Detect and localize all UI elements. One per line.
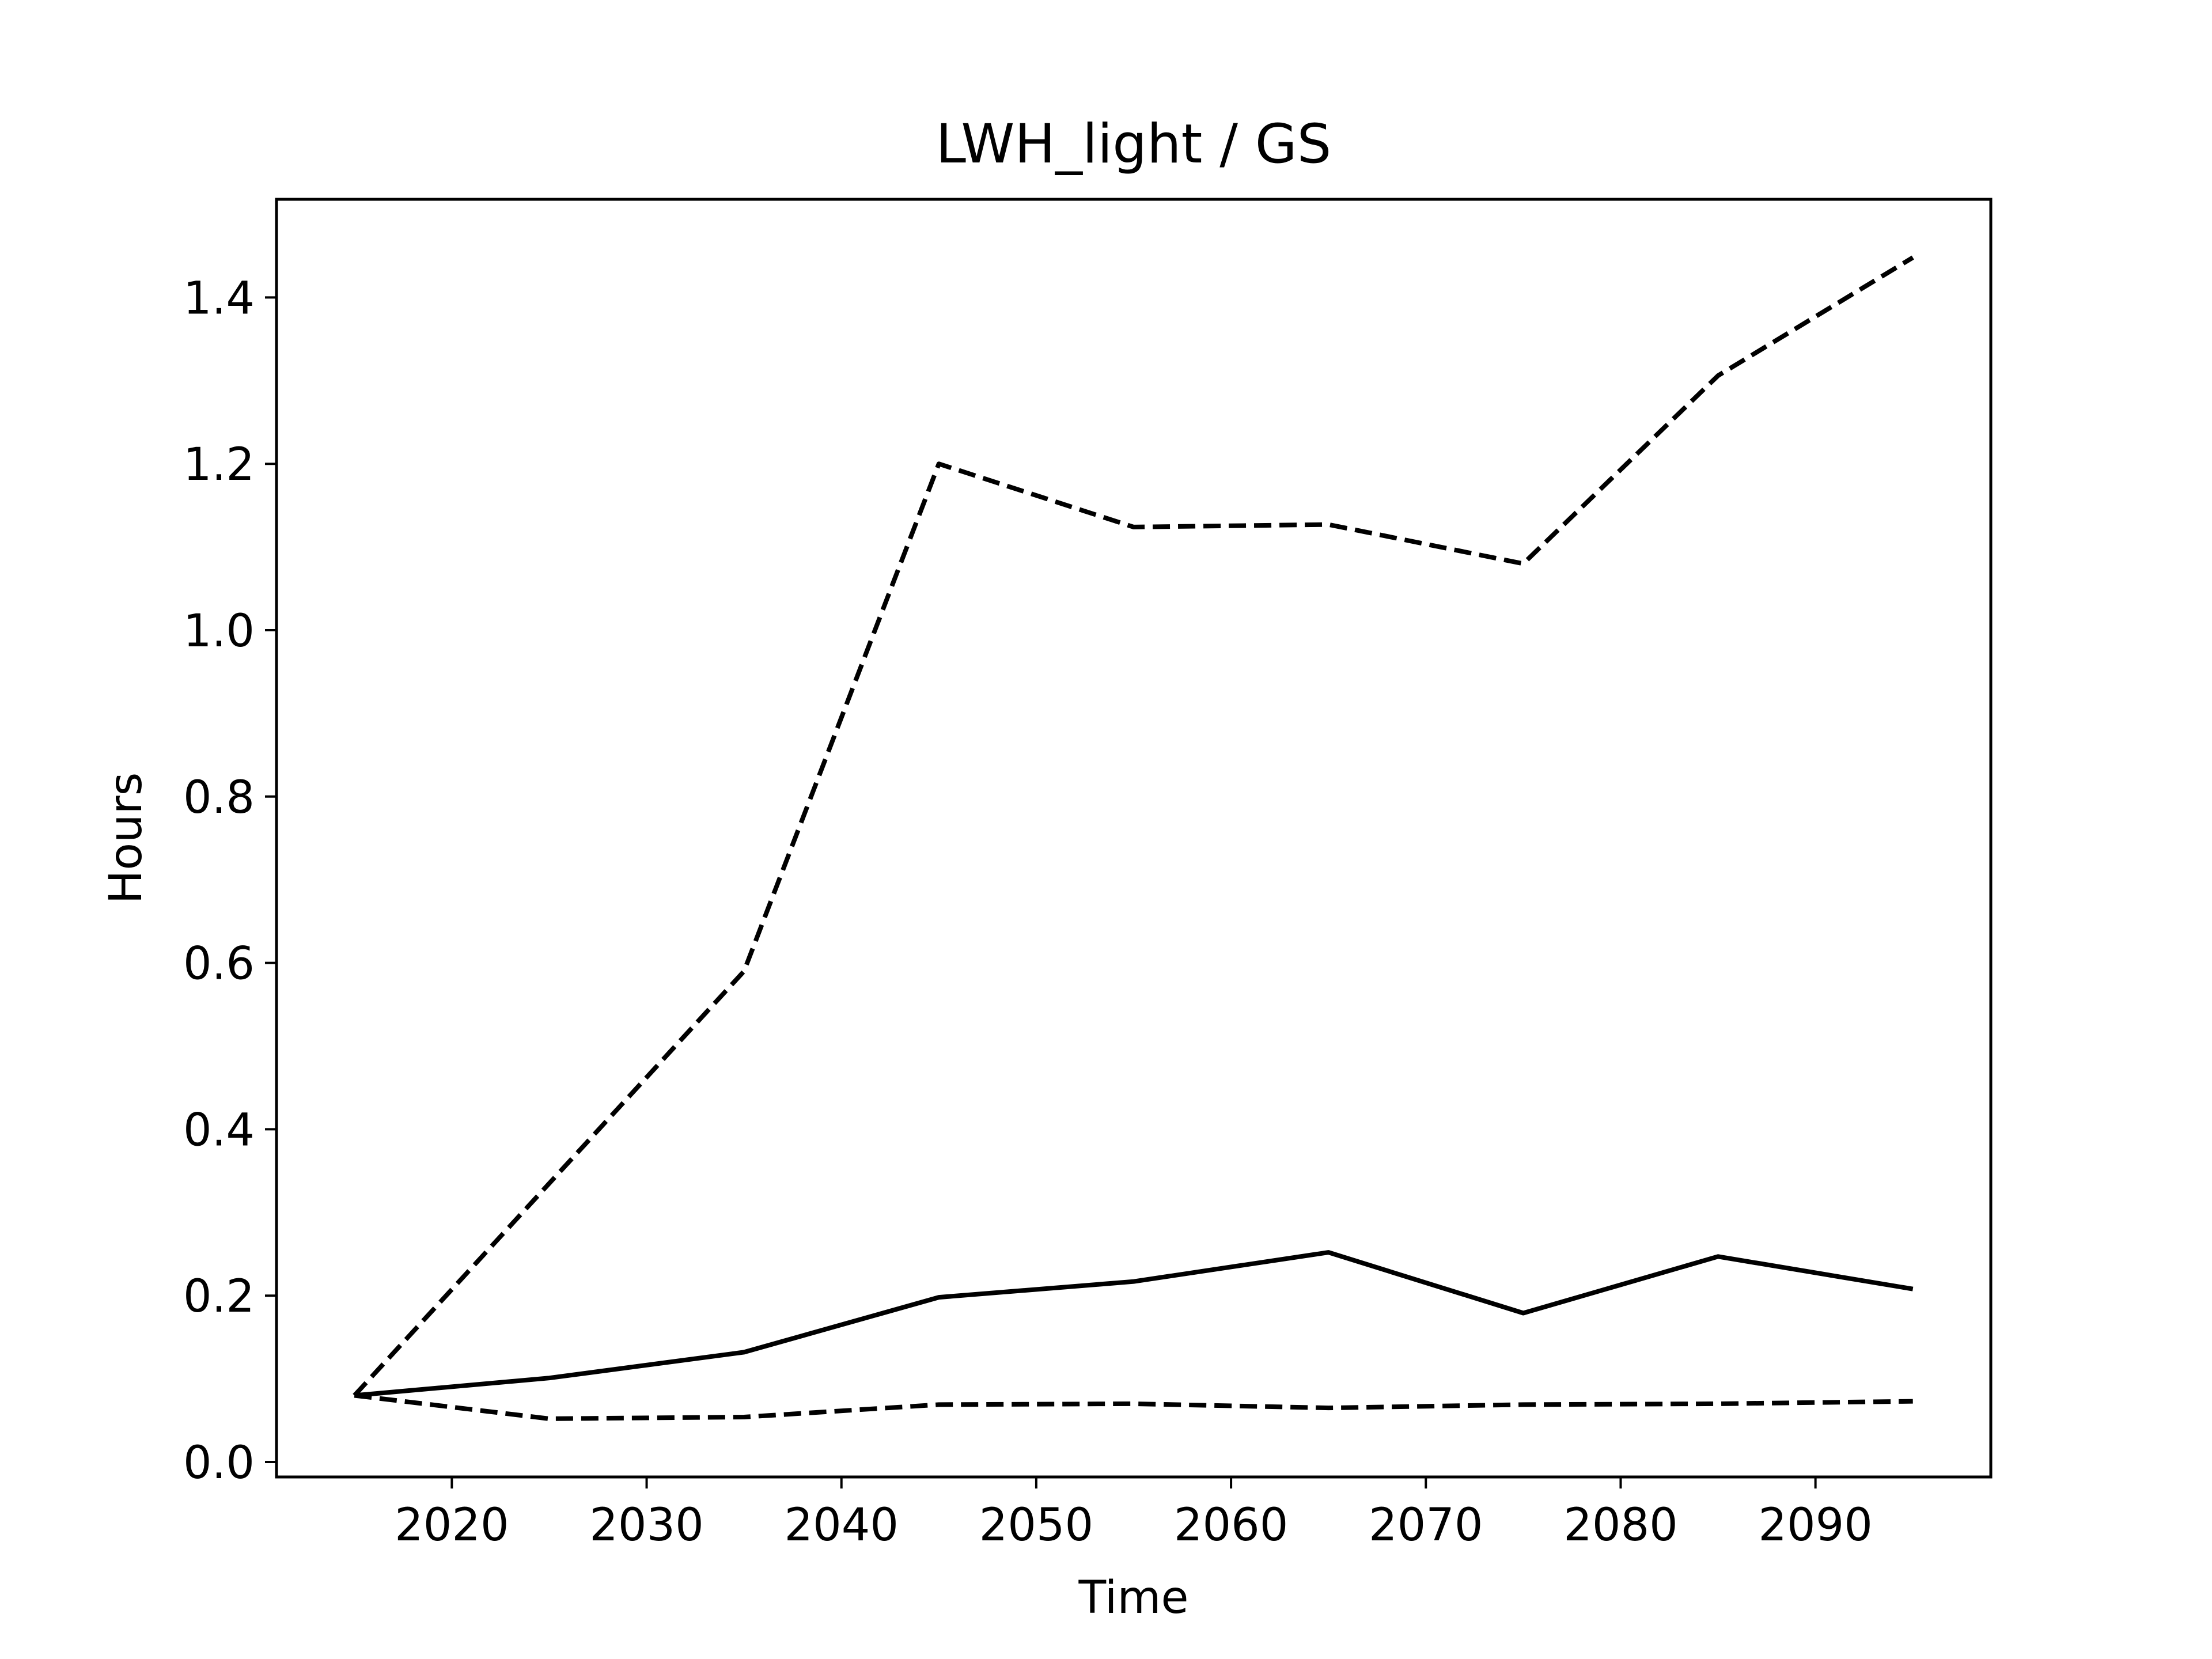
y-tick-label: 0.0: [183, 1437, 255, 1489]
x-tick-label: 2070: [1369, 1499, 1483, 1551]
y-tick-label: 0.4: [183, 1104, 255, 1156]
y-tick-label: 0.8: [183, 772, 255, 824]
x-tick-label: 2030: [589, 1499, 704, 1551]
chart-title: LWH_light / GS: [936, 113, 1332, 176]
x-tick-label: 2090: [1758, 1499, 1873, 1551]
series-line-1: [354, 1250, 1914, 1398]
x-tick-label: 2080: [1563, 1499, 1678, 1551]
y-axis-label: Hours: [100, 772, 152, 904]
x-tick-label: 2020: [395, 1499, 509, 1551]
plot-frame: [275, 198, 1993, 1479]
x-tick-label: 2050: [979, 1499, 1094, 1551]
series-line-3: [354, 1393, 1913, 1421]
y-axis-ticks: 0.0 0.2 0.4 0.6 0.8 1.0 1.2 1.4: [183, 272, 276, 1489]
x-tick-label: 2060: [1174, 1499, 1289, 1551]
y-tick-label: 1.2: [183, 439, 255, 491]
y-tick-label: 0.6: [183, 938, 255, 990]
y-tick-label: 1.4: [183, 272, 255, 324]
x-tick-label: 2040: [784, 1499, 899, 1551]
y-tick-label: 0.2: [183, 1271, 255, 1323]
x-axis-label: Time: [1078, 1572, 1189, 1624]
y-tick-label: 1.0: [183, 605, 255, 657]
x-axis-ticks: 2020 2030 2040 2050 2060 2070 2080 2090: [395, 1477, 1873, 1551]
series-layer: [353, 255, 1914, 1421]
series-line-2: [353, 255, 1914, 1397]
